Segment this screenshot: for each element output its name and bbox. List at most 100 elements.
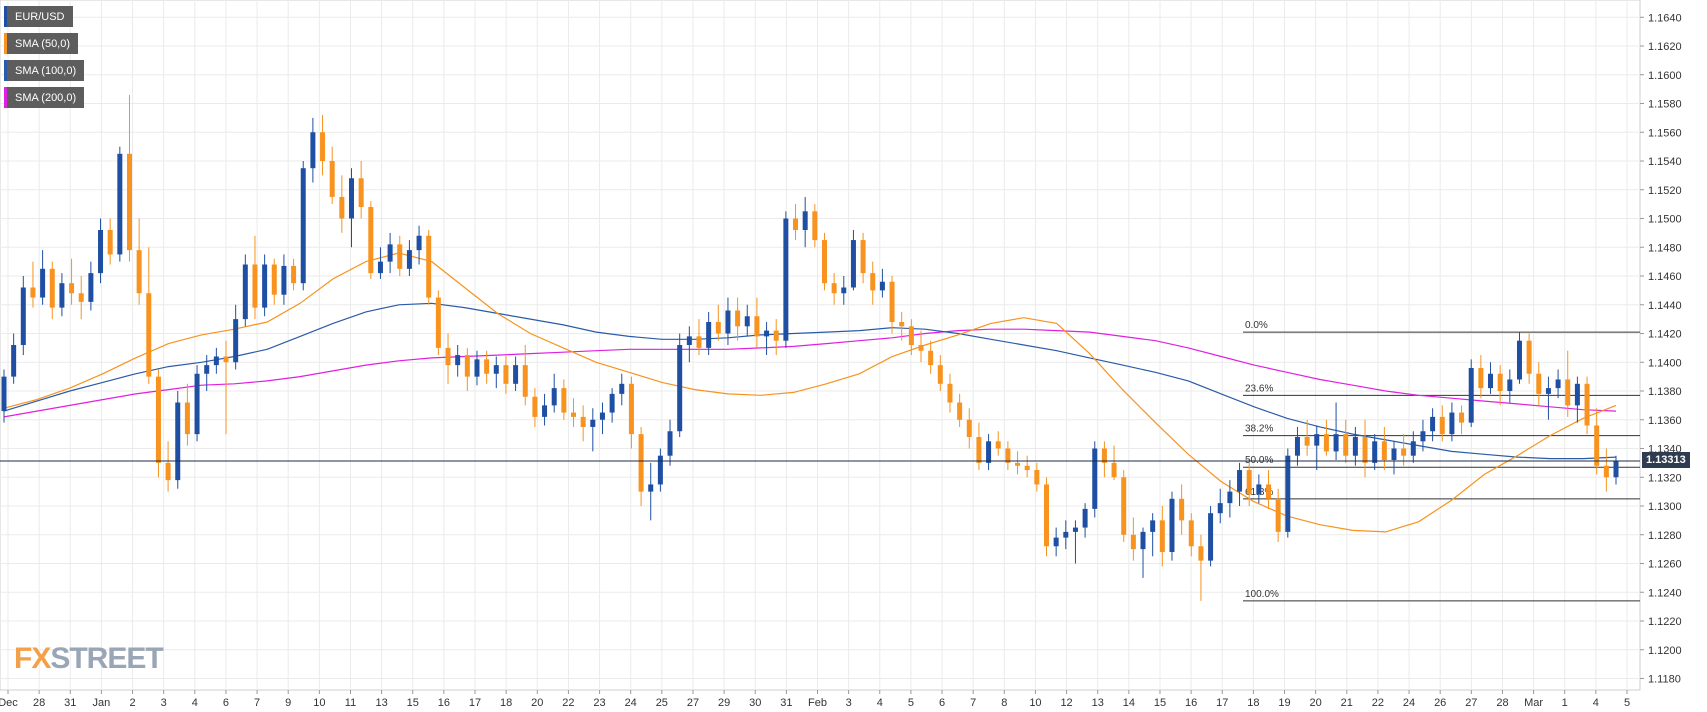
candle-body (1526, 340, 1532, 374)
candle-body (986, 441, 992, 463)
candle-body (1603, 465, 1609, 478)
x-tick-label: 13 (375, 697, 387, 709)
candle-body (667, 431, 673, 456)
candle-body (1072, 527, 1078, 532)
logo-street: STREET (50, 642, 163, 675)
legend-eurusd[interactable]: EUR/USD (4, 6, 73, 27)
candle-body (59, 283, 65, 308)
candle-body (831, 283, 837, 294)
y-tick-label: 1.1200 (1648, 645, 1682, 657)
x-tick-label: 9 (285, 697, 291, 709)
y-tick-label: 1.1180 (1648, 674, 1681, 686)
candle-body (908, 326, 914, 345)
x-tick-label: 20 (531, 697, 543, 709)
x-tick-label: 16 (438, 697, 450, 709)
x-tick-label: 25 (656, 697, 668, 709)
legend-sma100[interactable]: SMA (100,0) (4, 60, 85, 81)
candle-body (1208, 513, 1214, 561)
x-tick-label: 15 (407, 697, 419, 709)
plot-frame (0, 0, 1641, 691)
candle-body (764, 330, 770, 337)
candle-body (1478, 368, 1484, 389)
candle-body (1304, 437, 1310, 446)
x-tick-label: 17 (469, 697, 481, 709)
candle-body (1381, 441, 1387, 460)
y-tick-label: 1.1280 (1648, 530, 1682, 542)
candle-body (1121, 477, 1127, 535)
candle-body (522, 365, 528, 397)
candle-body (1159, 520, 1165, 552)
sma200-line (3, 328, 1617, 418)
candle-body (1217, 503, 1223, 514)
candle-body (850, 240, 856, 288)
candle-body (117, 153, 123, 255)
candle-body (165, 462, 171, 481)
last-price-badge: 1.13313 (1642, 452, 1690, 468)
candle-body (464, 355, 470, 377)
x-tick-label: 23 (593, 697, 605, 709)
x-tick-label: 24 (1403, 697, 1415, 709)
legend-label-sma100: SMA (100,0) (15, 64, 77, 77)
candle-body (242, 264, 248, 320)
candle-body (1497, 373, 1503, 391)
candle-body (1227, 491, 1233, 504)
legend-sma200[interactable]: SMA (200,0) (4, 87, 85, 108)
sma100-line (3, 302, 1617, 460)
candle-body (194, 373, 200, 435)
candle-body (358, 178, 364, 207)
candle-body (1082, 508, 1088, 528)
x-tick-label: 2 (129, 697, 135, 709)
candle-body (291, 265, 297, 284)
candle-body (281, 265, 287, 295)
x-tick-label: Jan (93, 697, 111, 709)
candle-body (78, 293, 84, 302)
candle-body (1034, 470, 1040, 485)
y-tick-label: 1.1220 (1648, 616, 1682, 628)
candle-body (484, 359, 490, 374)
candle-body (1594, 425, 1600, 466)
x-tick-label: 27 (687, 697, 699, 709)
legend-swatch-eurusd (4, 6, 7, 27)
candle-body (551, 388, 557, 406)
candle-body (599, 412, 605, 420)
candle-body (1101, 448, 1107, 463)
candle-body (812, 211, 818, 241)
chart-legend: EUR/USD SMA (50,0) SMA (100,0) SMA (200,… (4, 6, 85, 114)
x-tick-label: 8 (1001, 697, 1007, 709)
candle-body (1092, 448, 1098, 509)
legend-swatch-sma200 (4, 87, 7, 108)
x-tick-label: 7 (970, 697, 976, 709)
legend-sma50[interactable]: SMA (50,0) (4, 33, 79, 54)
x-tick-label: 10 (313, 697, 325, 709)
candle-body (1459, 412, 1465, 423)
legend-swatch-sma100 (4, 60, 7, 81)
candle-body (397, 244, 403, 269)
candle-body (879, 281, 885, 291)
candle-body (793, 218, 799, 230)
x-tick-label: Dec (0, 697, 18, 709)
candle-body (1613, 461, 1619, 478)
candle-body (348, 178, 354, 219)
candle-body (648, 484, 654, 492)
y-tick-label: 1.1480 (1648, 242, 1682, 254)
candle-body (1439, 416, 1445, 435)
candle-body (474, 359, 480, 377)
x-tick-label: 11 (345, 697, 356, 709)
candle-body (175, 402, 181, 481)
legend-swatch-sma50 (4, 33, 7, 54)
candle-body (184, 402, 190, 435)
candle-body (155, 376, 161, 463)
candle-body (1574, 383, 1580, 406)
x-tick-label: 13 (1092, 697, 1104, 709)
candle-body (136, 250, 142, 294)
candle-body (1188, 520, 1194, 547)
candle-body (1256, 484, 1262, 495)
x-tick-label: 17 (1216, 697, 1228, 709)
candle-body (1343, 434, 1349, 456)
y-tick-label: 1.1620 (1648, 41, 1682, 53)
candle-body (1294, 437, 1300, 456)
candle-body (976, 437, 982, 463)
candle-body (1266, 484, 1272, 499)
candle-body (1516, 340, 1522, 380)
